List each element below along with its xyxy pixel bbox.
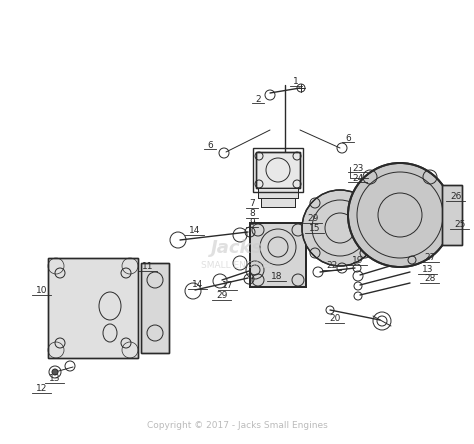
Text: 11: 11 [142, 262, 154, 270]
Text: 9: 9 [249, 218, 255, 226]
Text: 6: 6 [207, 140, 213, 150]
Bar [250, 223, 306, 287]
Text: 13: 13 [49, 373, 61, 382]
Text: 18: 18 [271, 271, 283, 281]
Text: Copyright © 2017 - Jacks Small Engines: Copyright © 2017 - Jacks Small Engines [146, 420, 328, 429]
Text: 6: 6 [345, 134, 351, 143]
Bar [48, 258, 138, 358]
Text: 12: 12 [36, 384, 48, 392]
Text: 17: 17 [222, 281, 234, 289]
Bar [256, 152, 300, 188]
Text: 15: 15 [309, 223, 321, 233]
Text: Jacks: Jacks [211, 239, 263, 257]
Bar [141, 263, 169, 353]
Bar [261, 198, 295, 207]
Text: 27: 27 [424, 253, 436, 262]
Text: 20: 20 [329, 313, 341, 322]
Bar [442, 185, 462, 245]
Bar [258, 188, 298, 198]
Text: 28: 28 [424, 274, 436, 282]
Text: 24: 24 [352, 174, 364, 182]
Bar [48, 258, 138, 358]
Circle shape [302, 190, 378, 266]
Bar [253, 148, 303, 192]
Bar [250, 223, 306, 287]
Text: 23: 23 [352, 163, 364, 173]
Circle shape [52, 369, 58, 375]
Text: 14: 14 [189, 226, 201, 234]
Bar [442, 185, 462, 245]
Text: 7: 7 [249, 198, 255, 207]
Text: 19: 19 [352, 255, 364, 265]
Text: 13: 13 [422, 265, 434, 274]
Text: 8: 8 [249, 209, 255, 218]
Text: 2: 2 [255, 95, 261, 103]
Bar [261, 198, 295, 207]
Bar [141, 263, 169, 353]
Text: 10: 10 [36, 285, 48, 294]
Text: 29: 29 [307, 214, 319, 222]
Text: 1: 1 [293, 78, 299, 87]
Bar [258, 188, 298, 198]
Text: 14: 14 [192, 280, 204, 289]
Bar [256, 152, 300, 188]
Text: 25: 25 [454, 219, 465, 229]
Text: SMALL ENGINES: SMALL ENGINES [201, 261, 273, 270]
Text: 29: 29 [216, 290, 228, 300]
Text: 22: 22 [327, 261, 337, 270]
Text: 26: 26 [450, 191, 462, 201]
Circle shape [348, 163, 452, 267]
